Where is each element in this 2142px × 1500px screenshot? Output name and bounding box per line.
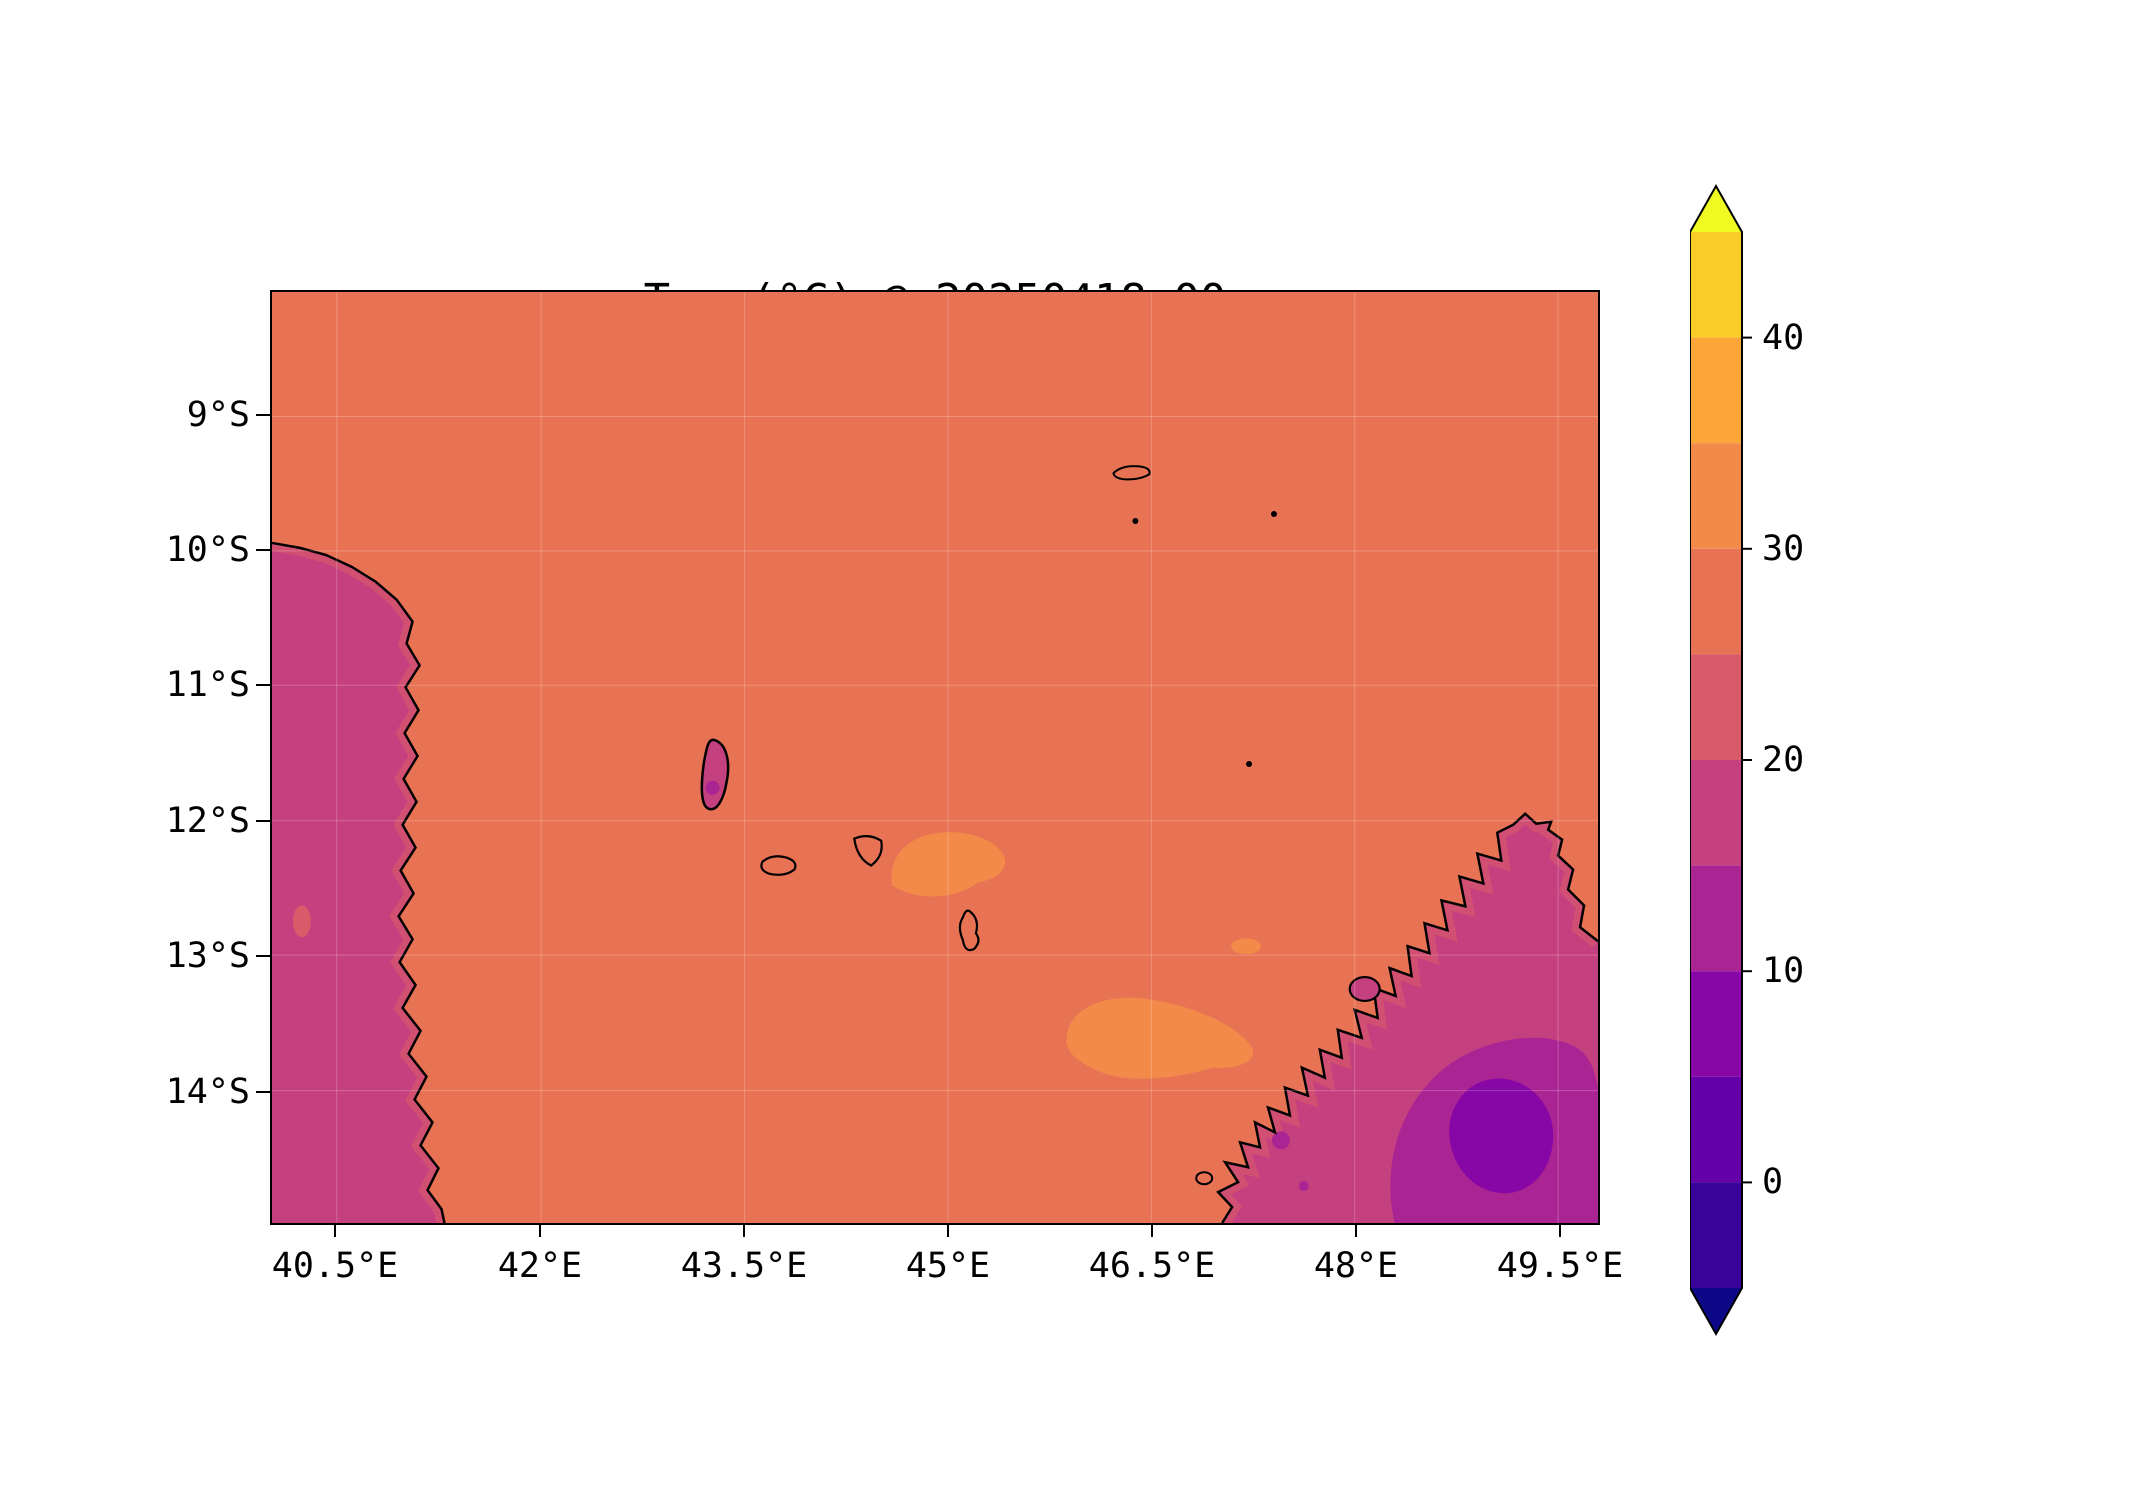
madagascar-highland-core bbox=[1449, 1078, 1554, 1194]
map-plot bbox=[270, 290, 1600, 1225]
y-tick-label: 13°S bbox=[165, 936, 250, 976]
grande-comore-peak-spot bbox=[705, 780, 720, 795]
x-tick-label: 43.5°E bbox=[680, 1246, 808, 1286]
islet-dot-3 bbox=[1246, 760, 1253, 767]
colorbar-tick-label: 40 bbox=[1762, 318, 1805, 358]
x-tick-mark bbox=[539, 1225, 541, 1237]
colorbar-outline bbox=[1690, 183, 1743, 1337]
y-tick-label: 11°S bbox=[165, 665, 250, 705]
islet-dot-1 bbox=[1132, 518, 1139, 525]
colorbar-band-5-10 bbox=[1690, 971, 1742, 1077]
colorbar-tick-label: 0 bbox=[1762, 1162, 1784, 1202]
africa-warm-spot bbox=[292, 905, 311, 938]
island-moheli bbox=[760, 855, 797, 876]
colorbar-tick-label: 10 bbox=[1762, 951, 1805, 991]
island-mayotte bbox=[958, 909, 980, 952]
warm-patch-anjouan-east bbox=[891, 832, 1006, 897]
colorbar-band-20-25 bbox=[1690, 654, 1742, 760]
x-tick-label: 49.5°E bbox=[1496, 1246, 1624, 1286]
x-tick-mark bbox=[947, 1225, 949, 1237]
map-canvas bbox=[272, 292, 1598, 1223]
colorbar-band-0-5 bbox=[1690, 1076, 1742, 1183]
x-tick-mark bbox=[743, 1225, 745, 1237]
colorbar-band-30-35 bbox=[1690, 443, 1742, 549]
y-tick-mark bbox=[256, 684, 270, 686]
x-tick-mark bbox=[1151, 1225, 1153, 1237]
y-tick-label: 14°S bbox=[165, 1072, 250, 1112]
colorbar-under-arrow bbox=[1690, 1288, 1742, 1334]
island-grande-comore bbox=[700, 738, 730, 811]
islet-dot-2 bbox=[1270, 511, 1277, 518]
africa-land-group bbox=[272, 541, 446, 1223]
x-tick-label: 40.5°E bbox=[271, 1246, 399, 1286]
y-tick-mark bbox=[256, 955, 270, 957]
atoll-aldabra bbox=[1112, 465, 1151, 481]
colorbar bbox=[1690, 183, 1752, 1337]
colorbar-band-35-40 bbox=[1690, 337, 1742, 444]
x-tick-label: 46.5°E bbox=[1088, 1246, 1216, 1286]
x-tick-mark bbox=[334, 1225, 336, 1237]
y-tick-mark bbox=[256, 549, 270, 551]
x-tick-label: 45°E bbox=[905, 1246, 991, 1286]
madagascar-coastline bbox=[1216, 812, 1598, 1223]
y-tick-mark bbox=[256, 1091, 270, 1093]
x-tick-label: 42°E bbox=[497, 1246, 583, 1286]
y-tick-label: 10°S bbox=[165, 530, 250, 570]
y-tick-mark bbox=[256, 414, 270, 416]
colorbar-band-15-20 bbox=[1690, 760, 1742, 866]
colorbar-band-10-15 bbox=[1690, 865, 1742, 972]
colorbar-band-m5-0 bbox=[1690, 1182, 1742, 1288]
warm-patch-small bbox=[1231, 938, 1262, 955]
colorbar-over-arrow bbox=[1690, 186, 1742, 232]
colorbar-tick-label: 20 bbox=[1762, 740, 1805, 780]
warm-patch-nw-madagascar bbox=[1066, 997, 1254, 1079]
madagascar-land-group bbox=[1216, 812, 1598, 1223]
colorbar-band-25-30 bbox=[1690, 548, 1742, 655]
island-offshore-small bbox=[1195, 1171, 1214, 1186]
colorbar-band-40-45 bbox=[1690, 232, 1742, 338]
gridlines bbox=[272, 292, 1598, 1223]
madagascar-cool-spot bbox=[1271, 1131, 1290, 1150]
colorbar-tick-marks bbox=[1742, 336, 1752, 1184]
islands-group bbox=[700, 465, 1381, 1186]
x-tick-label: 48°E bbox=[1313, 1246, 1399, 1286]
madagascar-cool-spot-2 bbox=[1298, 1181, 1309, 1192]
island-anjouan bbox=[853, 835, 883, 867]
y-tick-label: 12°S bbox=[165, 801, 250, 841]
x-tick-mark bbox=[1559, 1225, 1561, 1237]
x-tick-mark bbox=[1355, 1225, 1357, 1237]
warm-sst-patches bbox=[891, 832, 1262, 1079]
y-tick-mark bbox=[256, 820, 270, 822]
colorbar-tick-label: 30 bbox=[1762, 529, 1805, 569]
y-tick-label: 9°S bbox=[186, 395, 250, 435]
island-nosy-be bbox=[1348, 975, 1381, 1003]
africa-coastline bbox=[272, 541, 446, 1223]
